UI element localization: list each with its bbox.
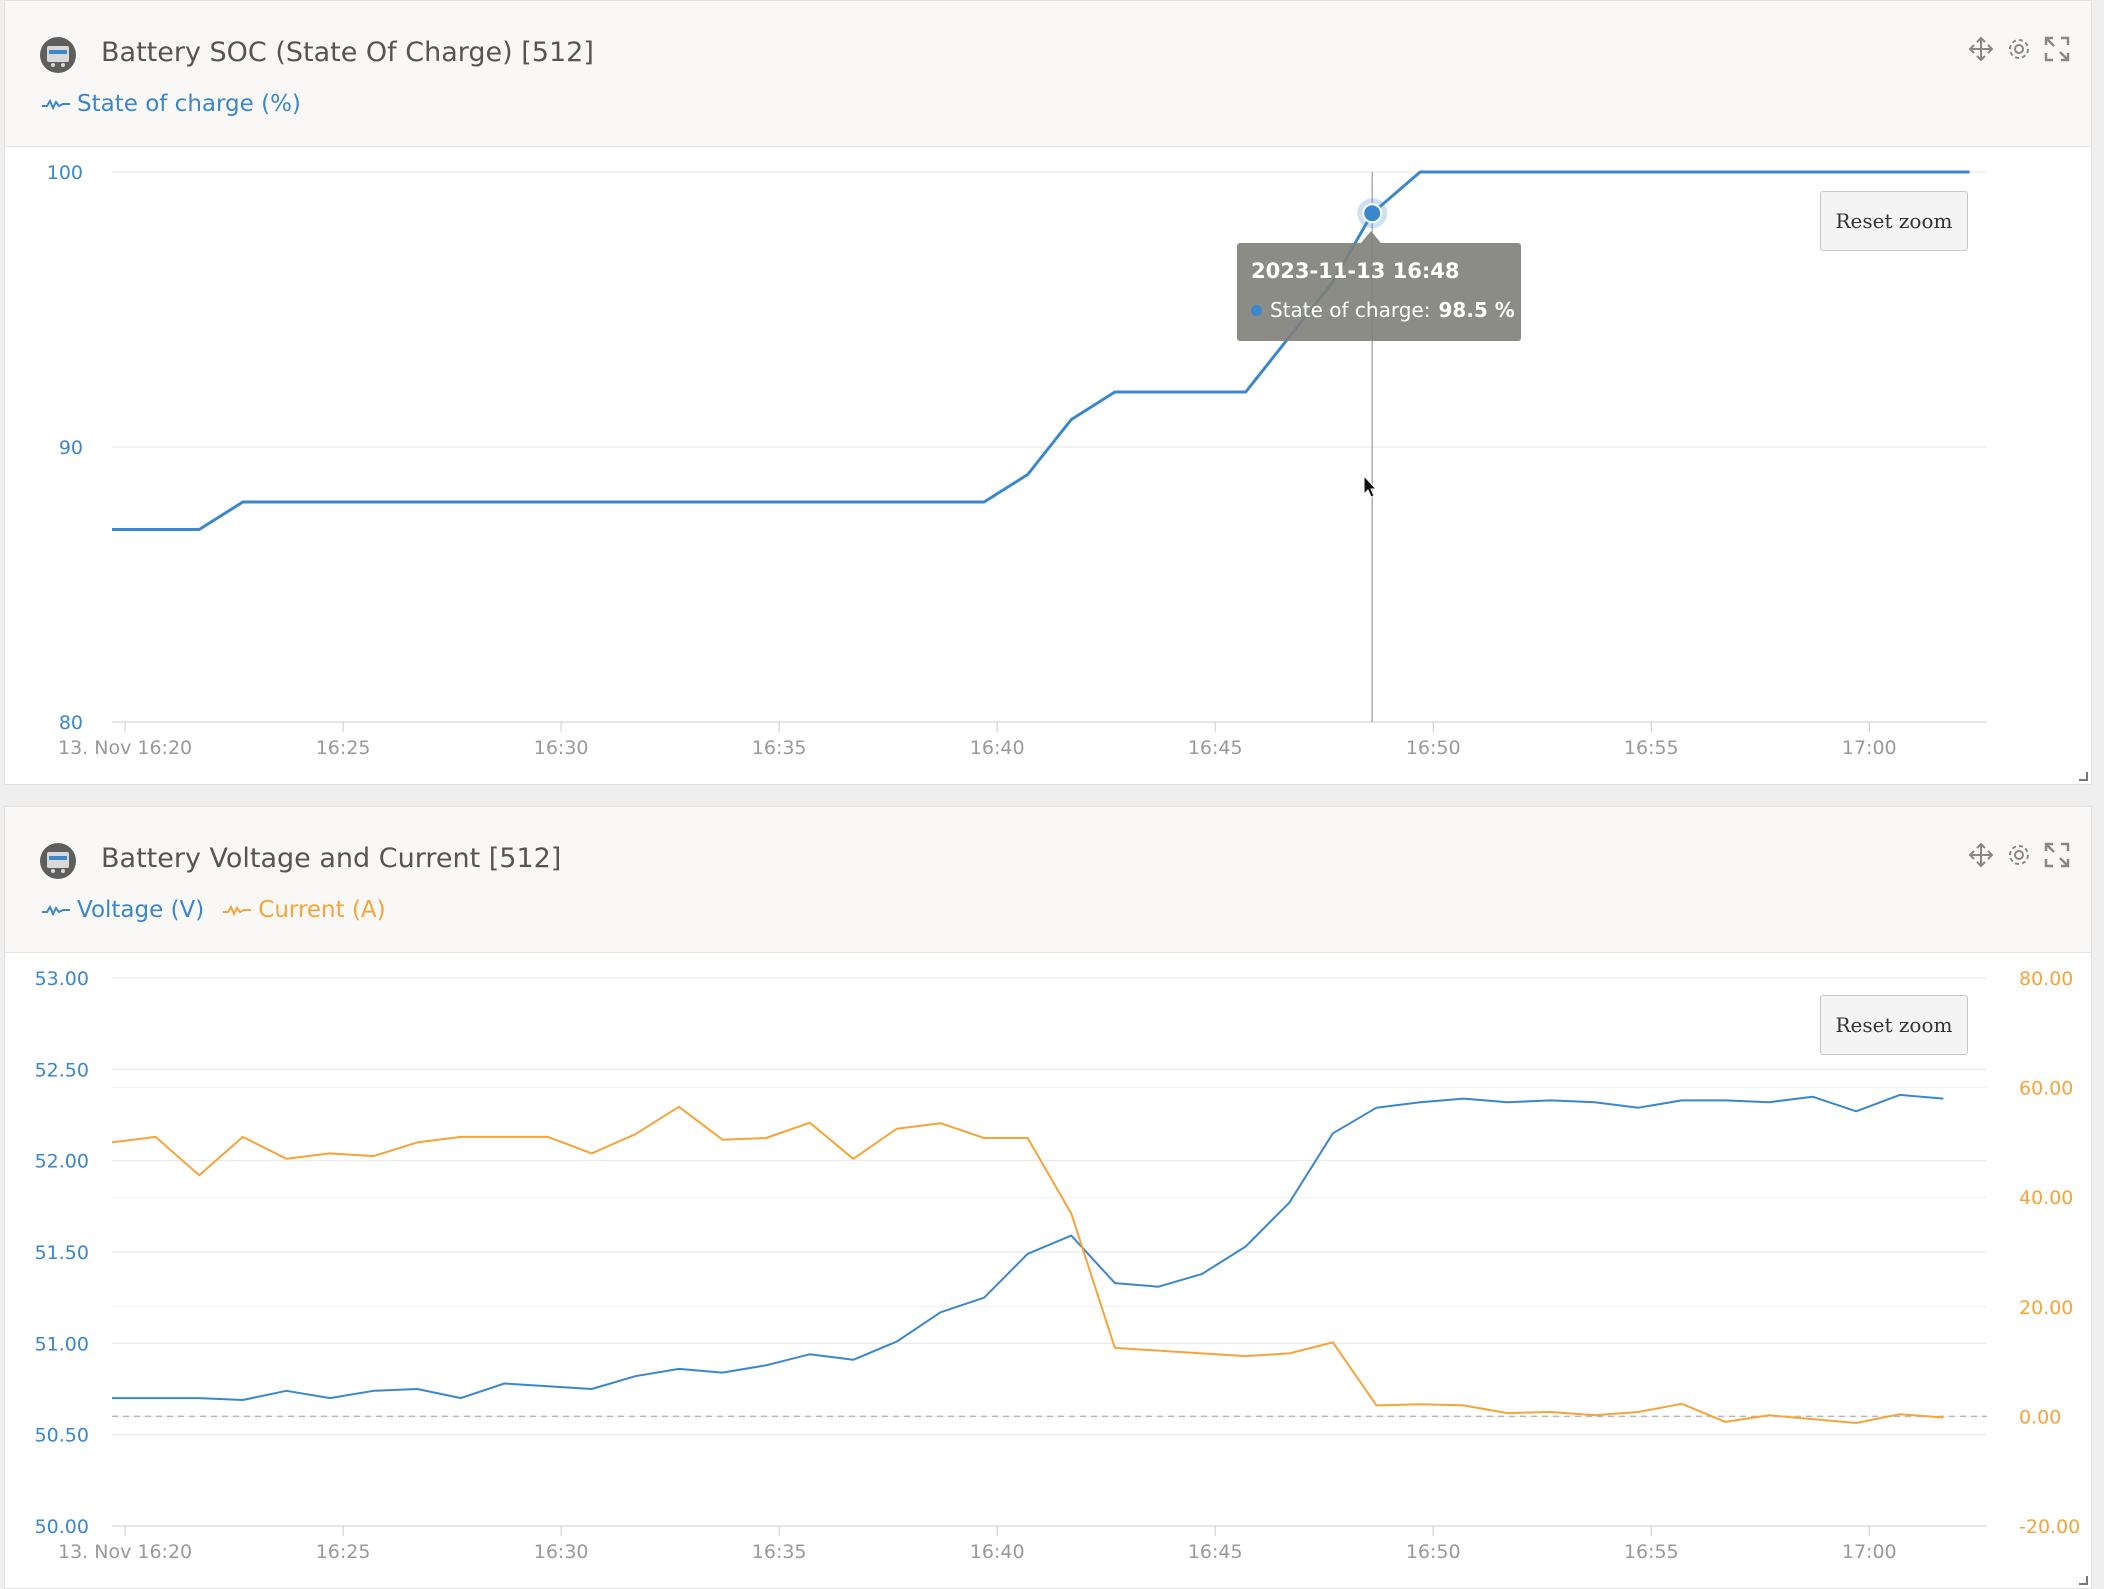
legend-label: Current (A) — [258, 897, 386, 923]
x-tick-label: 13. Nov 16:20 — [58, 737, 192, 759]
move-icon[interactable] — [1967, 841, 1995, 869]
y-right-tick-label: 60.00 — [2019, 1078, 2073, 1100]
y-left-tick-label: 53.00 — [35, 968, 89, 990]
tooltip-row: State of charge:98.5 % — [1251, 298, 1515, 322]
x-tick-label: 16:50 — [1406, 737, 1461, 759]
legend-label: State of charge (%) — [77, 91, 301, 117]
series-line-current — [111, 1105, 1944, 1424]
fullscreen-icon[interactable] — [2043, 35, 2071, 63]
series-marker — [1251, 304, 1262, 316]
y-right-tick-label: 80.00 — [2019, 968, 2073, 990]
tooltip-title: 2023-11-13 16:48 — [1251, 259, 1460, 283]
x-tick-label: 16:25 — [316, 737, 371, 759]
x-tick-label: 16:55 — [1624, 737, 1679, 759]
x-tick-label: 16:30 — [534, 737, 589, 759]
gear-icon[interactable] — [2005, 841, 2033, 869]
reset-zoom-button[interactable]: Reset zoom — [1820, 995, 1968, 1055]
mouse-cursor-icon — [1363, 474, 1378, 498]
legend-item-state-of-charge[interactable]: State of charge (%) — [41, 91, 301, 117]
x-tick-label: 13. Nov 16:20 — [58, 1541, 192, 1563]
y-left-tick-label: 50.00 — [35, 1516, 89, 1538]
reset-zoom-button[interactable]: Reset zoom — [1820, 191, 1968, 251]
battery-device-icon — [40, 843, 76, 879]
x-tick-label: 16:55 — [1624, 1541, 1679, 1563]
y-tick-label: 100 — [47, 162, 83, 184]
x-tick-label: 16:40 — [970, 1541, 1025, 1563]
gear-icon[interactable] — [2005, 35, 2033, 63]
y-left-tick-label: 52.50 — [35, 1059, 89, 1081]
legend-item-voltage[interactable]: Voltage (V) — [41, 897, 204, 923]
x-tick-label: 16:40 — [970, 737, 1025, 759]
series-line-voltage — [112, 1093, 1944, 1401]
panel-toolbar — [1967, 35, 2071, 63]
x-tick-label: 16:45 — [1188, 737, 1243, 759]
line-series-icon — [42, 904, 70, 916]
y-right-tick-label: 20.00 — [2019, 1297, 2073, 1319]
panel-title: Battery SOC (State Of Charge) [512] — [101, 37, 594, 68]
x-tick-label: 16:35 — [752, 1541, 807, 1563]
tooltip-value: 98.5 % — [1438, 298, 1515, 322]
move-icon[interactable] — [1967, 35, 1995, 63]
x-tick-label: 16:30 — [534, 1541, 589, 1563]
resize-handle-icon[interactable] — [2077, 770, 2089, 782]
y-right-tick-label: -20.00 — [2019, 1516, 2080, 1538]
legend-label: Voltage (V) — [77, 897, 205, 923]
x-tick-label: 16:45 — [1188, 1541, 1243, 1563]
chart-legend: State of charge (%) — [41, 89, 301, 119]
y-left-tick-label: 50.50 — [35, 1425, 89, 1447]
soc-chart[interactable]: 100 90 80 13. Nov 16:20 16:25 16:30 16:35 16:40… — [5, 1, 2092, 785]
soc-panel-header: Battery SOC (State Of Charge) [512] Stat… — [5, 1, 2091, 147]
chart-tooltip: 2023-11-13 16:48 State of charge:98.5 % — [1237, 231, 1521, 341]
chart-legend: Voltage (V) Current (A) — [41, 895, 386, 925]
y-right-tick-label: 0.00 — [2019, 1406, 2061, 1428]
y-tick-label: 90 — [59, 437, 83, 459]
y-left-tick-label: 52.00 — [35, 1151, 89, 1173]
x-tick-label: 17:00 — [1842, 1541, 1897, 1563]
x-tick-label: 16:25 — [316, 1541, 371, 1563]
line-series-icon — [42, 98, 70, 110]
panel-toolbar — [1967, 841, 2071, 869]
y-tick-label: 80 — [59, 712, 83, 734]
legend-item-current[interactable]: Current (A) — [222, 897, 386, 923]
tooltip-series-name: State of charge — [1270, 298, 1424, 322]
resize-handle-icon[interactable] — [2077, 1574, 2089, 1586]
voltage-current-chart[interactable]: 53.00 52.50 52.00 51.50 51.00 50.50 50.00 80.00… — [5, 807, 2092, 1589]
battery-device-icon — [40, 37, 76, 73]
x-tick-label: 17:00 — [1842, 737, 1897, 759]
panel-title: Battery Voltage and Current [512] — [101, 843, 562, 874]
y-left-tick-label: 51.00 — [35, 1333, 89, 1355]
line-series-icon — [223, 904, 252, 916]
fullscreen-icon[interactable] — [2043, 841, 2071, 869]
voltage-current-panel: Battery Voltage and Current [512] Voltag… — [4, 806, 2092, 1589]
hover-point — [1362, 203, 1383, 224]
y-left-tick-label: 51.50 — [35, 1242, 89, 1264]
x-tick-label: 16:50 — [1406, 1541, 1461, 1563]
voltage-current-panel-header: Battery Voltage and Current [512] Voltag… — [5, 807, 2091, 953]
series-line-state-of-charge — [112, 170, 1970, 531]
soc-panel: Battery SOC (State Of Charge) [512] Stat… — [4, 0, 2092, 785]
y-right-tick-label: 40.00 — [2019, 1187, 2073, 1209]
x-tick-label: 16:35 — [752, 737, 807, 759]
